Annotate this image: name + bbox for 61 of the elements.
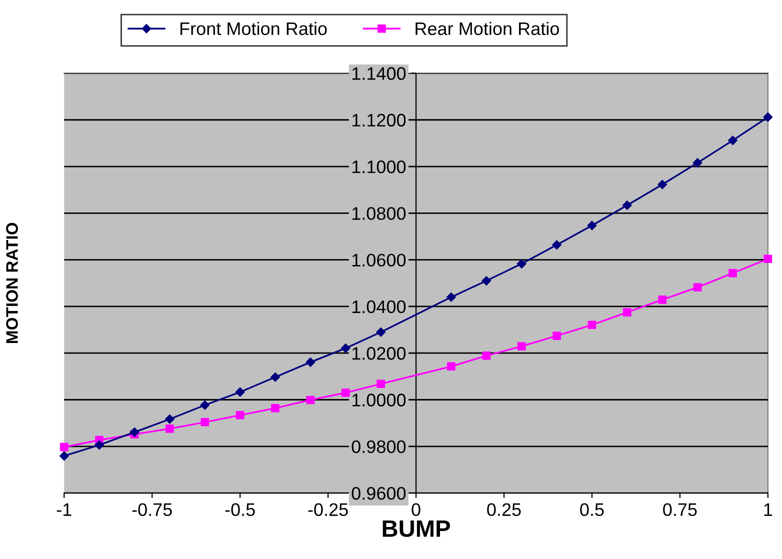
x-tick-label: -1 — [56, 503, 72, 516]
point — [200, 400, 210, 410]
point — [60, 451, 69, 461]
y-tick-label: 1.1200 — [352, 114, 406, 127]
point — [270, 372, 280, 382]
point — [482, 352, 491, 360]
x-tick-label: 0 — [412, 503, 420, 516]
x-tick-label: 0.25 — [487, 503, 521, 516]
y-tick-label: 0.9600 — [352, 486, 406, 500]
point — [728, 268, 737, 278]
point — [447, 362, 456, 371]
y-tick-label: 1.0800 — [352, 207, 406, 220]
point — [200, 418, 210, 426]
point — [622, 308, 632, 316]
point — [236, 410, 244, 420]
x-axis-title: BUMP — [382, 520, 450, 537]
point — [764, 254, 772, 264]
x-tick-label: 1 — [764, 503, 772, 516]
point — [763, 112, 773, 122]
point — [516, 259, 526, 268]
x-tick-label: -0.25 — [308, 503, 348, 516]
x-tick-label: 0.5 — [580, 503, 604, 516]
point — [306, 358, 316, 367]
point — [165, 414, 174, 424]
point — [376, 327, 386, 337]
point — [728, 136, 738, 146]
point — [341, 388, 350, 397]
point — [94, 440, 104, 450]
y-tick-label: 0.9800 — [352, 440, 406, 454]
point — [235, 387, 245, 397]
point — [552, 332, 561, 340]
point — [588, 320, 596, 330]
y-tick-label: 1.0400 — [352, 300, 406, 314]
y-axis-title: MOTION RATIO — [6, 222, 18, 343]
legend-label: Front Motion Ratio — [180, 22, 327, 36]
y-tick-label: 1.0200 — [352, 347, 406, 360]
point — [166, 424, 174, 433]
point — [517, 342, 526, 351]
point — [552, 240, 562, 250]
legend-label: Rear Motion Ratio — [416, 22, 559, 36]
point — [341, 344, 350, 353]
y-tick-label: 1.0600 — [352, 254, 406, 267]
point — [306, 396, 315, 404]
point — [658, 296, 667, 304]
point — [658, 180, 667, 190]
point — [376, 380, 385, 388]
y-tick-label: 1.1400 — [352, 67, 406, 80]
point — [622, 200, 632, 210]
point — [446, 292, 456, 302]
point — [482, 276, 492, 286]
x-tick-label: -0.75 — [132, 503, 172, 516]
point — [60, 442, 68, 452]
point — [692, 158, 702, 168]
point — [587, 220, 597, 230]
point — [693, 283, 702, 292]
point — [271, 404, 280, 412]
y-tick-label: 1.1000 — [352, 160, 406, 174]
point — [130, 428, 140, 437]
y-tick-label: 1.0000 — [352, 394, 406, 406]
x-tick-label: -0.5 — [225, 503, 255, 516]
x-tick-label: 0.75 — [663, 503, 697, 516]
